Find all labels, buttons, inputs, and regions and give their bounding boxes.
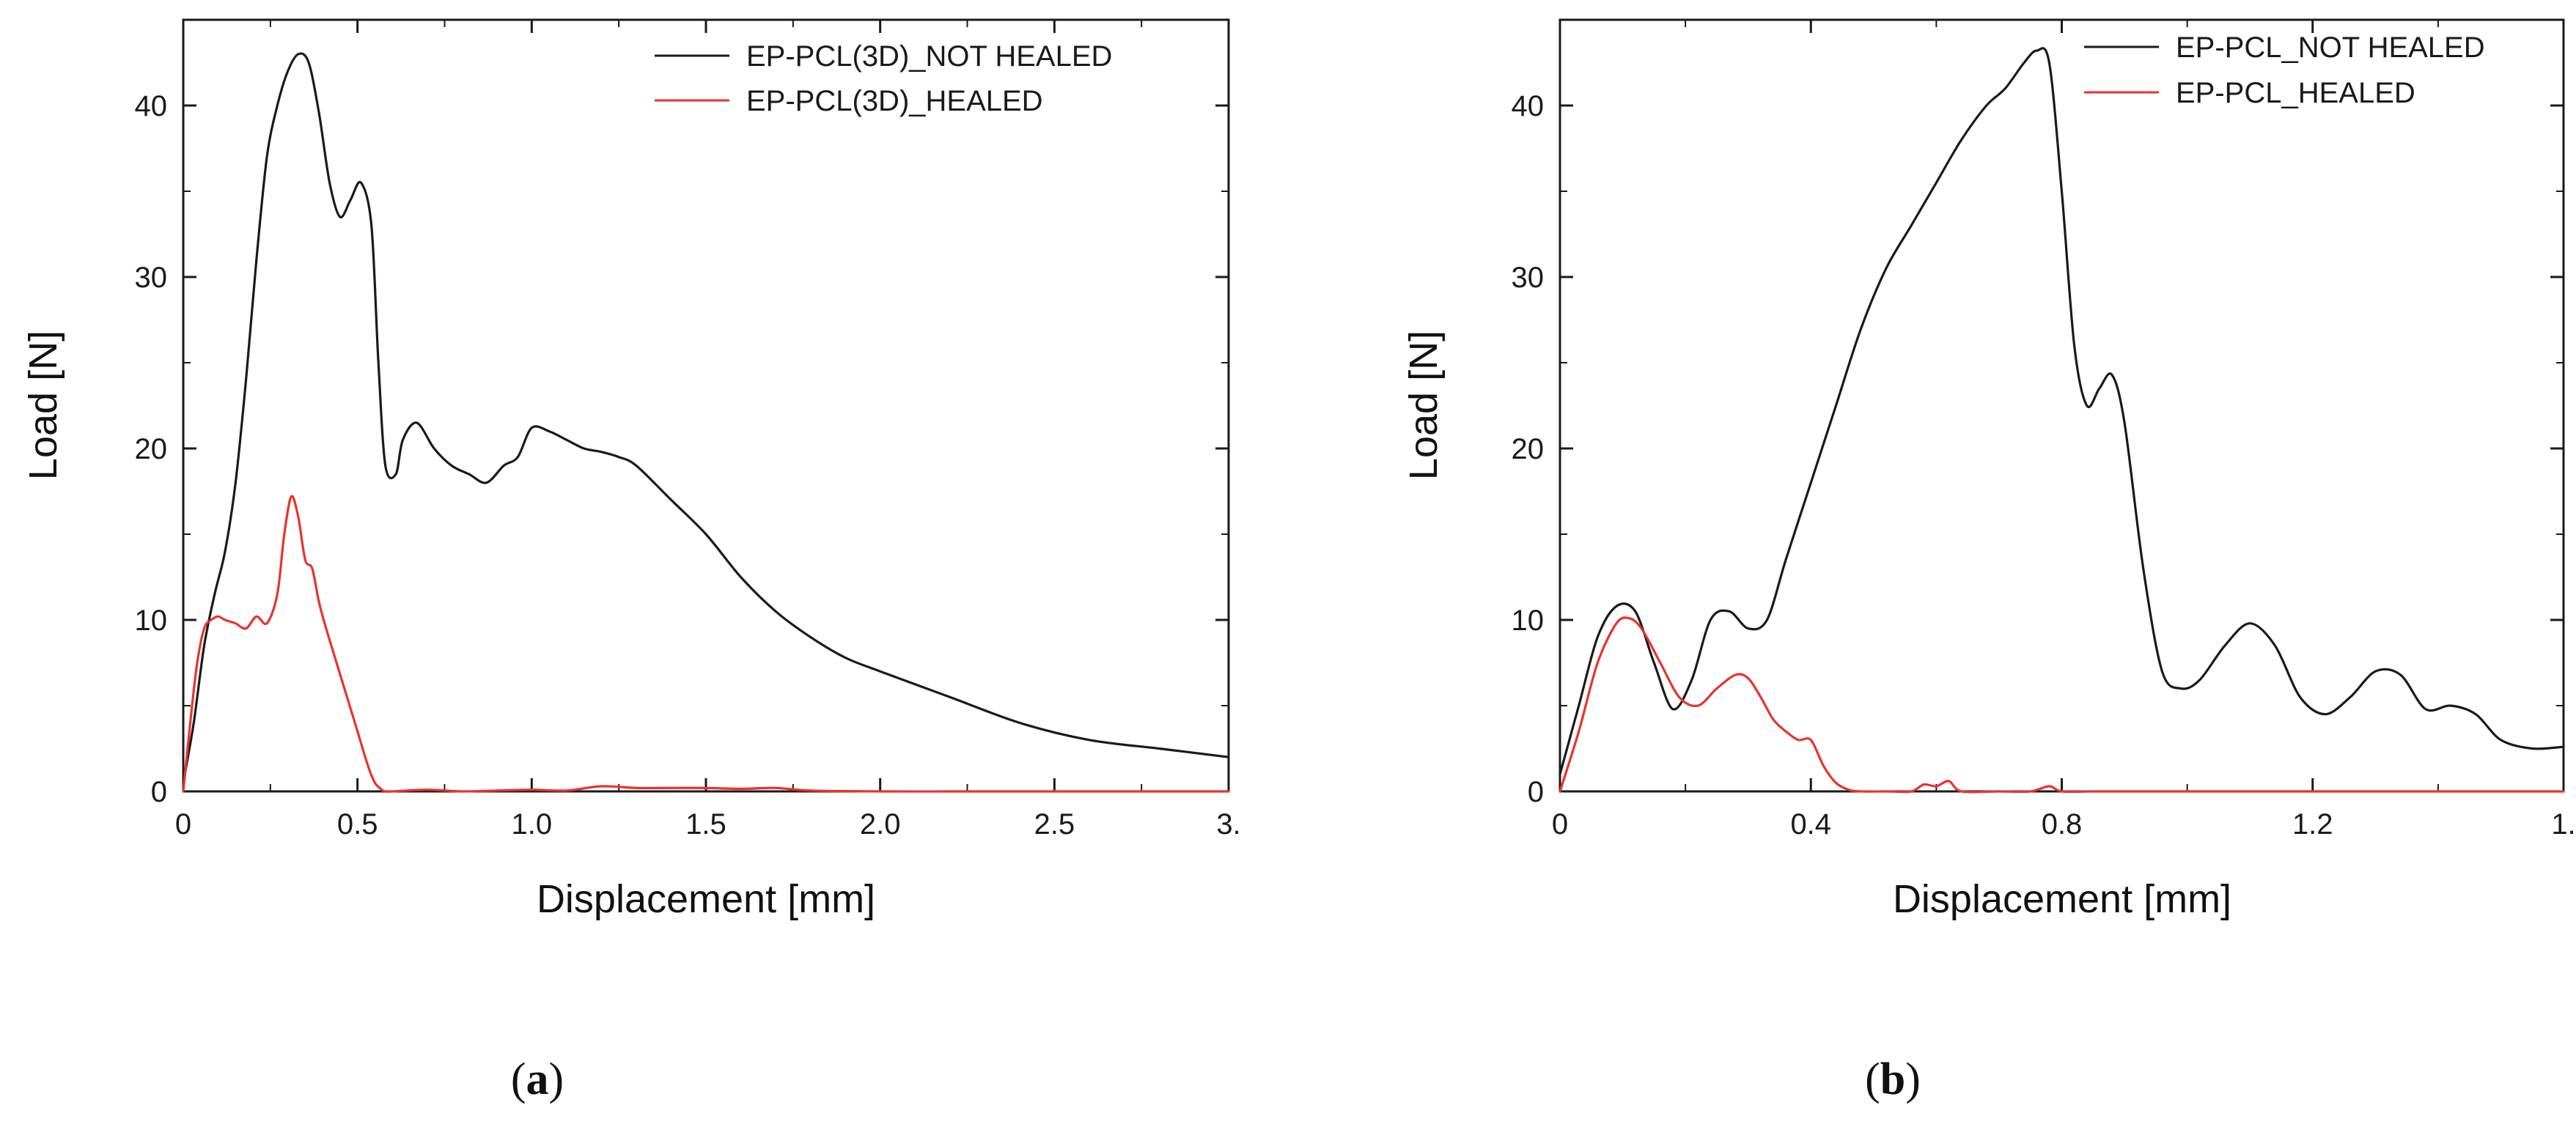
y-tick-label: 0 [151, 776, 167, 808]
axis-ticks [182, 20, 1230, 793]
x-tick-label: 2.5 [1034, 808, 1075, 840]
legend-label-not-healed: EP-PCL(3D)_NOT HEALED [746, 40, 1112, 73]
y-tick-label: 30 [1512, 262, 1545, 294]
x-tick-label: 0.8 [2042, 808, 2083, 840]
panel-label-open-paren: ( [1865, 1054, 1880, 1104]
y-axis-title: Load [N] [1402, 330, 1446, 480]
legend-label-not-healed: EP-PCL_NOT HEALED [2176, 32, 2485, 64]
x-tick-label: 1.5 [685, 808, 726, 840]
x-tick-label: 2.0 [860, 808, 901, 840]
x-tick-label: 1. [2551, 808, 2575, 840]
chart-panel-a: 0 0.5 1.0 1.5 2.0 2.5 3. 0 10 20 30 40 Displacemen… [21, 18, 1241, 1104]
x-tick-label: 3. [1216, 808, 1240, 840]
legend-label-healed: EP-PCL_HEALED [2176, 77, 2415, 109]
x-tick-label: 0.4 [1790, 808, 1831, 840]
y-tick-label: 10 [135, 605, 168, 637]
series-line-healed [182, 495, 1230, 793]
data-series-group [182, 52, 1230, 793]
y-tick-labels: 0 10 20 30 40 [1512, 90, 1545, 808]
plot-area-frame [1559, 18, 2565, 793]
y-tick-label: 20 [135, 433, 168, 465]
x-tick-label: 1.2 [2292, 808, 2333, 840]
panel-label-close-paren: ) [549, 1054, 564, 1104]
y-axis-title: Load [N] [21, 330, 65, 480]
x-tick-label: 0.5 [337, 808, 378, 840]
panel-label-letter: a [526, 1054, 549, 1104]
panel-label-open-paren: ( [511, 1054, 526, 1104]
x-axis-title: Displacement [mm] [537, 877, 875, 921]
x-tick-labels: 0 0.5 1.0 1.5 2.0 2.5 3. [175, 808, 1241, 840]
data-series-group [1559, 47, 2565, 794]
y-tick-label: 10 [1512, 605, 1545, 637]
series-line-healed [1559, 616, 2565, 794]
series-line-not-healed [1559, 47, 2565, 776]
y-tick-labels: 0 10 20 30 40 [135, 90, 168, 808]
y-tick-label: 0 [1528, 776, 1544, 808]
x-axis-title: Displacement [mm] [1893, 877, 2231, 921]
panel-label-letter: b [1880, 1054, 1905, 1104]
x-tick-label: 0 [1552, 808, 1568, 840]
panel-label-close-paren: ) [1905, 1054, 1921, 1104]
y-tick-label: 20 [1512, 433, 1545, 465]
panel-label: (a) [511, 1054, 564, 1104]
y-tick-label: 40 [1512, 90, 1545, 122]
x-tick-labels: 0 0.4 0.8 1.2 1. [1552, 808, 2576, 840]
y-tick-label: 30 [135, 262, 168, 294]
y-tick-label: 40 [135, 90, 168, 122]
panel-label: (b) [1865, 1054, 1921, 1104]
chart-panel-b: 0 0.4 0.8 1.2 1. 0 10 20 30 40 Displacement [mm]… [1402, 18, 2576, 1104]
legend: EP-PCL(3D)_NOT HEALED EP-PCL(3D)_HEALED [655, 40, 1112, 117]
x-tick-label: 1.0 [512, 808, 553, 840]
legend-label-healed: EP-PCL(3D)_HEALED [746, 85, 1043, 117]
x-tick-label: 0 [175, 808, 191, 840]
legend: EP-PCL_NOT HEALED EP-PCL_HEALED [2084, 32, 2485, 109]
axis-ticks [1559, 20, 2565, 793]
series-line-not-healed [182, 52, 1230, 784]
